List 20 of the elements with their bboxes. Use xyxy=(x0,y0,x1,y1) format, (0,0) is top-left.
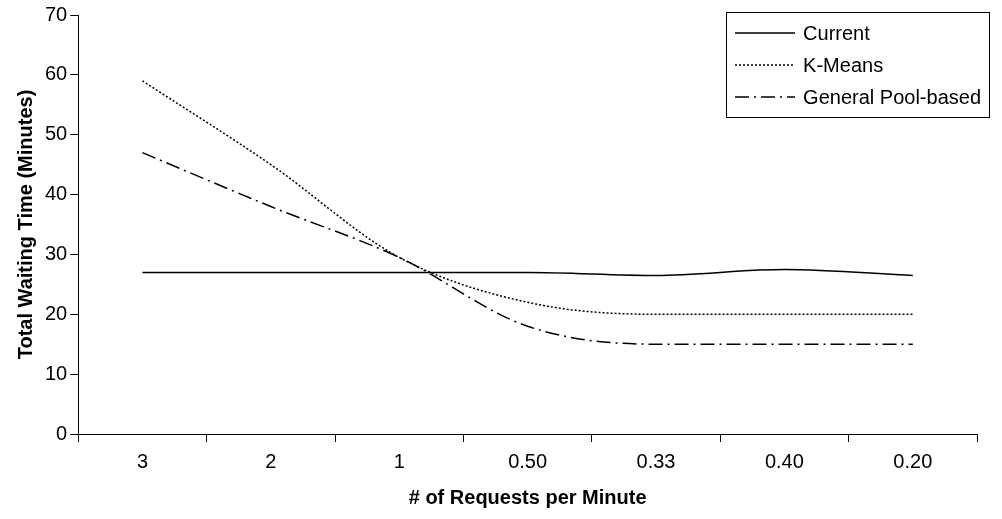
y-tick-label: 30 xyxy=(45,241,68,264)
legend-label: Current xyxy=(803,21,870,45)
x-tick-label: 0.40 xyxy=(764,449,804,472)
y-tick-label: 10 xyxy=(45,361,68,384)
x-tick-label: 2 xyxy=(265,449,277,472)
y-tick-label: 40 xyxy=(45,182,68,205)
x-tick-label: 1 xyxy=(393,449,405,472)
x-tick-label: 0.33 xyxy=(636,449,676,472)
x-tick-label: 0.50 xyxy=(508,449,548,472)
legend-label: K-Means xyxy=(803,53,884,77)
y-axis-title: Total Waiting Time (Minutes) xyxy=(13,89,36,360)
x-tick-label: 3 xyxy=(136,449,149,472)
x-axis-title: # of Requests per Minute xyxy=(408,485,647,508)
legend-label: General Pool-based xyxy=(803,85,981,109)
y-tick-label: 60 xyxy=(45,62,68,85)
x-tick-label: 0.20 xyxy=(893,449,933,472)
y-tick-label: 0 xyxy=(56,421,68,444)
y-tick-label: 50 xyxy=(45,122,68,145)
y-tick-label: 20 xyxy=(45,301,68,324)
y-tick-label: 70 xyxy=(45,2,68,25)
